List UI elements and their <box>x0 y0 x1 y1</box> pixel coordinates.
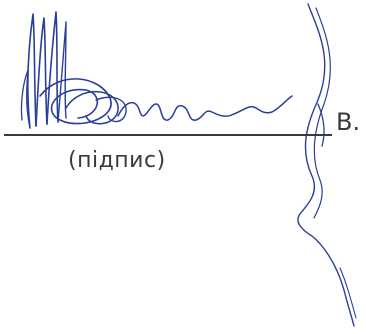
signature-line <box>4 134 332 136</box>
initial-text: В. <box>336 108 361 136</box>
signature-caption: (підпис) <box>68 148 166 173</box>
